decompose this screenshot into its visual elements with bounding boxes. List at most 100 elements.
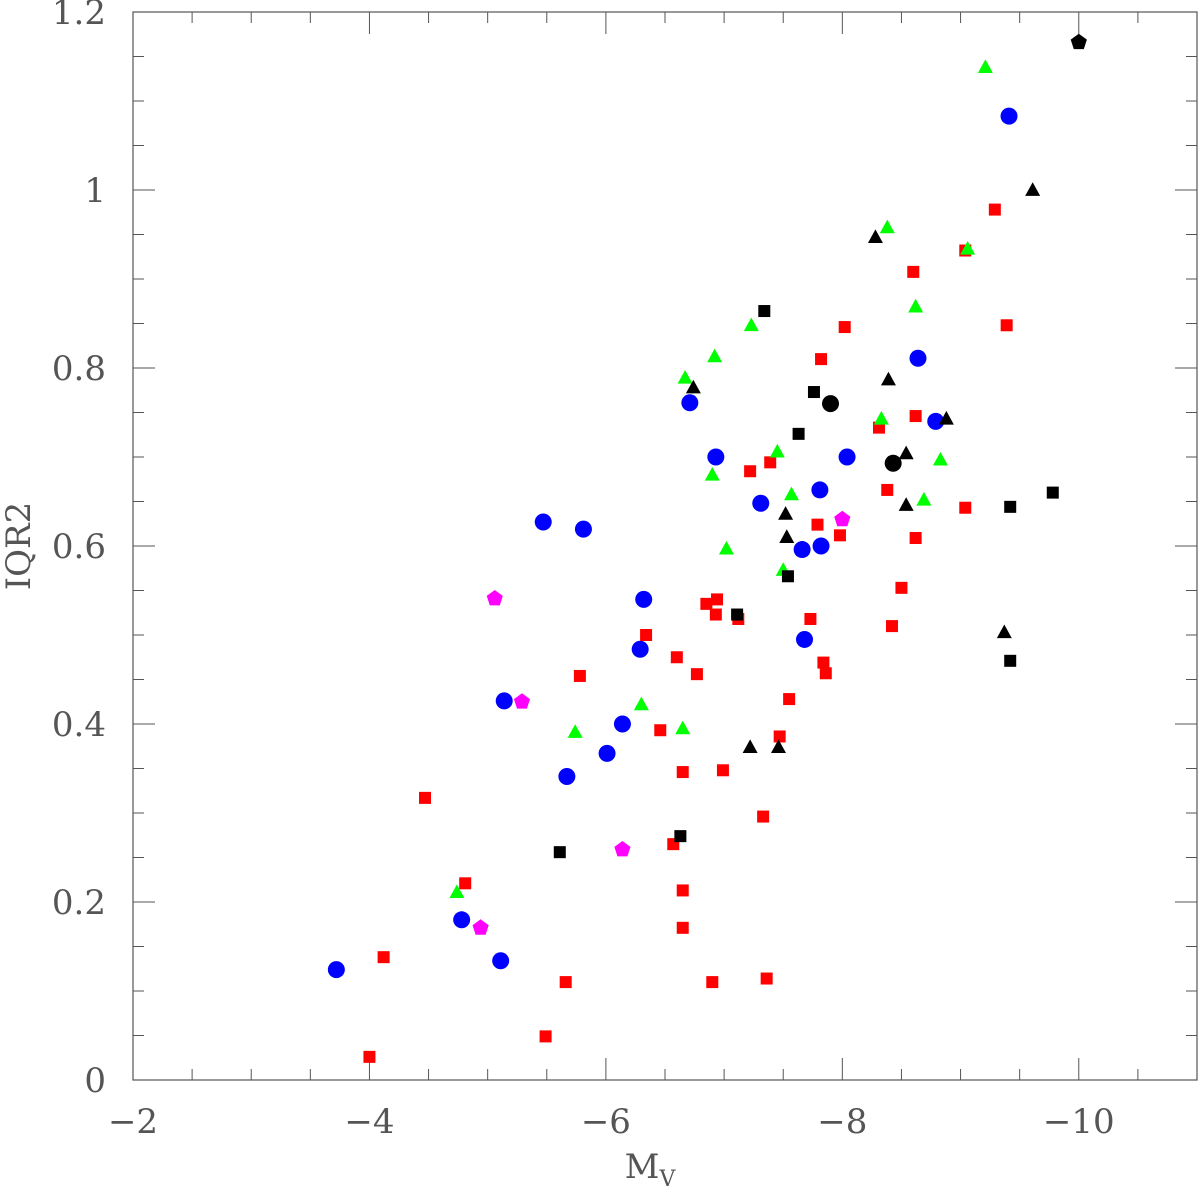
data-point bbox=[707, 448, 725, 466]
data-point bbox=[486, 590, 503, 606]
data-point bbox=[758, 305, 771, 318]
data-point bbox=[558, 768, 576, 786]
data-point bbox=[676, 766, 689, 779]
data-point bbox=[640, 629, 653, 641]
data-point bbox=[909, 410, 922, 423]
plot-frame bbox=[132, 11, 1198, 1081]
data-point bbox=[977, 59, 993, 74]
data-point bbox=[700, 597, 713, 610]
data-point bbox=[779, 529, 795, 543]
data-point bbox=[472, 919, 489, 935]
data-point bbox=[996, 624, 1012, 639]
data-point bbox=[676, 884, 689, 897]
data-point bbox=[895, 581, 908, 594]
data-point bbox=[916, 491, 932, 506]
data-point bbox=[834, 510, 851, 527]
data-point bbox=[907, 265, 920, 278]
data-point bbox=[932, 451, 948, 466]
data-point bbox=[459, 877, 472, 890]
data-point bbox=[885, 620, 898, 633]
data-point bbox=[873, 410, 889, 425]
data-point bbox=[598, 744, 616, 762]
tick-labels: −2 −4 −6 −8 −10 0 0.2 0.4 0.6 0.8 1 1.2 bbox=[52, 0, 1115, 1142]
data-point bbox=[872, 421, 885, 434]
y-axis-label: IQR2 bbox=[0, 502, 39, 591]
data-point bbox=[792, 427, 805, 440]
x-axis-label: MV bbox=[625, 1147, 677, 1192]
data-point bbox=[513, 693, 530, 709]
data-point bbox=[807, 386, 820, 399]
data-point bbox=[1000, 107, 1018, 125]
data-point bbox=[327, 961, 345, 979]
data-point bbox=[838, 448, 856, 466]
data-point bbox=[811, 481, 829, 499]
y-tick-label: 1 bbox=[84, 171, 106, 211]
plot-border bbox=[132, 11, 1198, 1081]
data-point bbox=[675, 720, 691, 735]
data-point bbox=[819, 667, 832, 680]
x-tick-label: −2 bbox=[108, 1102, 158, 1142]
data-point bbox=[633, 696, 649, 711]
data-point bbox=[711, 593, 724, 606]
data-point bbox=[670, 651, 683, 664]
data-point bbox=[781, 570, 794, 583]
data-point bbox=[1070, 33, 1087, 50]
data-point bbox=[783, 486, 799, 501]
data-point bbox=[677, 369, 693, 384]
data-point bbox=[676, 921, 689, 934]
data-point bbox=[815, 353, 828, 366]
data-point bbox=[574, 520, 592, 538]
data-point bbox=[1046, 486, 1059, 499]
data-point bbox=[744, 465, 757, 478]
x-tick-label: −10 bbox=[1043, 1102, 1115, 1142]
y-tick-label: 0.4 bbox=[52, 705, 106, 745]
data-point bbox=[898, 445, 914, 460]
data-point bbox=[778, 506, 794, 520]
y-tick-label: 0 bbox=[84, 1061, 106, 1101]
data-point bbox=[419, 791, 432, 804]
data-point bbox=[553, 846, 566, 859]
x-tick-label: −4 bbox=[344, 1102, 394, 1142]
data-point bbox=[783, 693, 796, 706]
data-point bbox=[959, 501, 972, 514]
data-point bbox=[377, 951, 390, 964]
data-point bbox=[449, 884, 465, 899]
y-tick-label: 0.6 bbox=[52, 527, 106, 567]
data-point bbox=[1025, 182, 1041, 196]
data-point bbox=[453, 911, 471, 929]
data-point bbox=[867, 229, 883, 244]
data-point bbox=[909, 349, 927, 367]
data-point bbox=[880, 371, 896, 386]
data-point bbox=[706, 976, 719, 989]
data-point bbox=[685, 379, 701, 394]
data-point bbox=[631, 640, 649, 658]
data-point bbox=[884, 454, 902, 472]
data-point bbox=[716, 764, 729, 777]
data-point bbox=[960, 240, 976, 255]
data-point bbox=[822, 395, 840, 413]
data-point bbox=[811, 518, 824, 531]
data-point bbox=[495, 692, 513, 710]
data-point bbox=[1004, 654, 1017, 667]
axis-ticks bbox=[132, 11, 1198, 1081]
data-point bbox=[690, 668, 703, 681]
data-point bbox=[812, 537, 830, 555]
data-point bbox=[833, 529, 846, 542]
data-point bbox=[743, 317, 759, 332]
data-point bbox=[938, 410, 954, 425]
data-point bbox=[1000, 319, 1013, 332]
data-point bbox=[707, 348, 723, 363]
data-point bbox=[559, 976, 572, 989]
data-point bbox=[760, 972, 773, 985]
data-point bbox=[793, 541, 811, 559]
data-point bbox=[492, 952, 510, 970]
data-point bbox=[817, 656, 830, 669]
data-point bbox=[363, 1050, 376, 1063]
data-point bbox=[573, 669, 586, 682]
data-point bbox=[567, 724, 583, 738]
data-point bbox=[718, 540, 734, 555]
data-point bbox=[796, 630, 814, 648]
data-point bbox=[898, 497, 914, 511]
data-point bbox=[674, 830, 687, 843]
